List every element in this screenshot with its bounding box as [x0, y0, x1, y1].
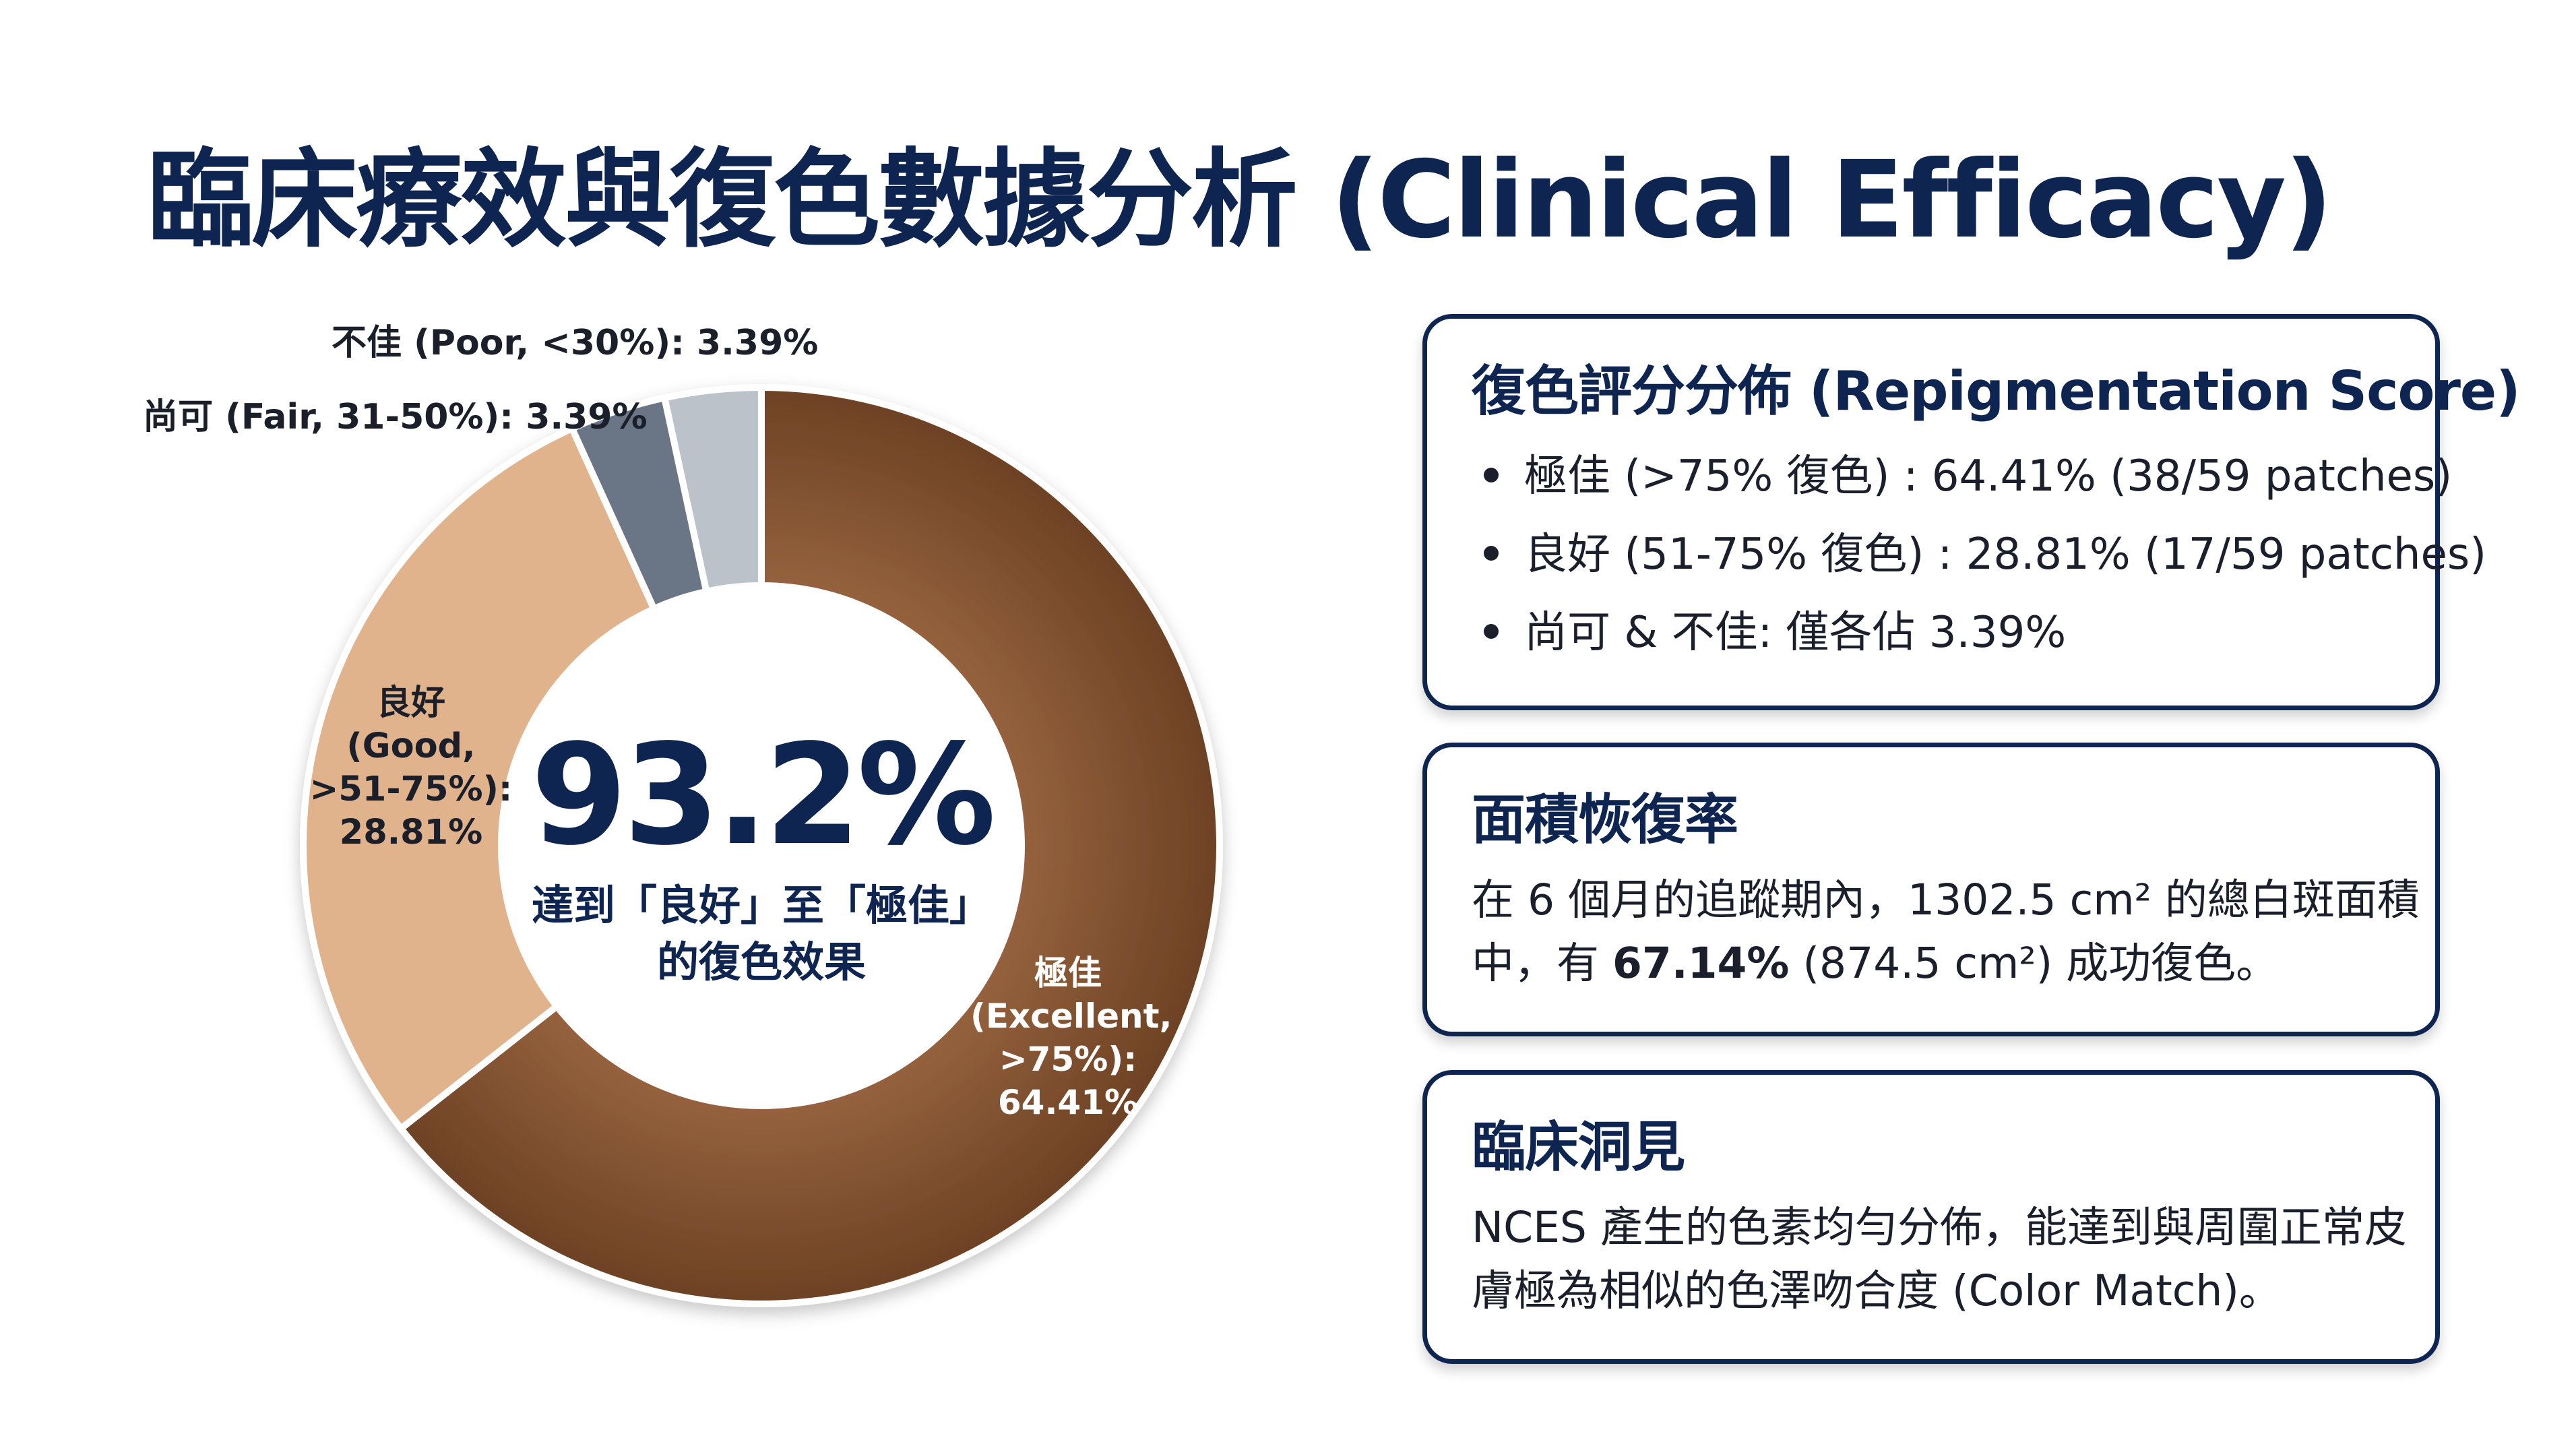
- center-caption-line: 的復色效果: [656, 937, 866, 987]
- center-caption: 達到「良好」至「極佳」 的復色效果: [485, 877, 1038, 991]
- slice-label-poor: 不佳 (Poor, <30%): 3.39%: [332, 323, 819, 363]
- list-item-text: 良好 (51-75% 復色) : 28.81% (17/59 patches): [1524, 530, 2487, 580]
- slice-label-good-line: (Good,: [346, 726, 476, 766]
- area-card: 面積恢復率 在 6 個月的追蹤期內，1302.5 cm² 的總白斑面積中，有 6…: [1422, 743, 2440, 1036]
- score-card-title: 復色評分分佈 (Repigmentation Score): [1472, 360, 2521, 423]
- slice-label-excellent-line: 極佳: [1034, 954, 1102, 993]
- area-text-before: 在 6 個月的追蹤期內，1302.5 cm² 的總白斑面積中，有: [1472, 875, 2420, 988]
- slice-label-excellent-line: (Excellent,: [970, 997, 1172, 1036]
- slice-label-good-line: >51-75%):: [309, 770, 513, 809]
- bullet-icon: [1484, 468, 1499, 483]
- donut-chart: [300, 383, 1223, 1307]
- list-item-text: 極佳 (>75% 復色) : 64.41% (38/59 patches): [1524, 451, 2453, 501]
- slice-label-good-line: 良好: [376, 683, 445, 723]
- center-caption-line: 達到「良好」至「極佳」: [531, 881, 991, 930]
- area-highlight: 67.14%: [1612, 939, 1790, 988]
- slice-label-excellent-line: 64.41%: [997, 1083, 1139, 1122]
- slice-label-good-line: 28.81%: [339, 813, 483, 852]
- list-item: 尚可 & 不佳: 僅各佔 3.39%: [1472, 594, 2435, 672]
- insight-card: 臨床洞見 NCES 產生的色素均勻分佈，能達到與周圍正常皮膚極為相似的色澤吻合度…: [1422, 1070, 2440, 1364]
- area-card-title: 面積恢復率: [1472, 788, 1738, 851]
- bullet-icon: [1484, 624, 1499, 639]
- area-card-text: 在 6 個月的追蹤期內，1302.5 cm² 的總白斑面積中，有 67.14% …: [1472, 869, 2428, 995]
- score-card: 復色評分分佈 (Repigmentation Score) 極佳 (>75% 復…: [1422, 314, 2521, 710]
- slice-label-fair: 尚可 (Fair, 31-50%): 3.39%: [143, 397, 648, 437]
- center-percentage: 93.2%: [530, 714, 997, 876]
- area-text-after: (874.5 cm²) 成功復色。: [1789, 939, 2279, 988]
- slice-label-excellent-line: >75%):: [999, 1040, 1137, 1079]
- donut-hole: [501, 586, 1022, 1106]
- slice-label-excellent: 極佳 (Excellent, >75%): 64.41%: [970, 951, 1172, 1124]
- score-list: 極佳 (>75% 復色) : 64.41% (38/59 patches) 良好…: [1472, 437, 2486, 672]
- insight-card-title: 臨床洞見: [1472, 1116, 1685, 1179]
- list-item-text: 尚可 & 不佳: 僅各佔 3.39%: [1524, 608, 2067, 658]
- list-item: 極佳 (>75% 復色) : 64.41% (38/59 patches): [1472, 437, 2452, 515]
- slice-label-good: 良好 (Good, >51-75%): 28.81%: [296, 682, 526, 854]
- insight-card-text: NCES 產生的色素均勻分佈，能達到與周圍正常皮膚極為相似的色澤吻合度 (Col…: [1472, 1203, 2407, 1315]
- list-item: 良好 (51-75% 復色) : 28.81% (17/59 patches): [1472, 515, 2486, 594]
- page-title: 臨床療效與復色數據分析 (Clinical Efficacy): [147, 138, 2333, 262]
- bullet-icon: [1484, 546, 1499, 561]
